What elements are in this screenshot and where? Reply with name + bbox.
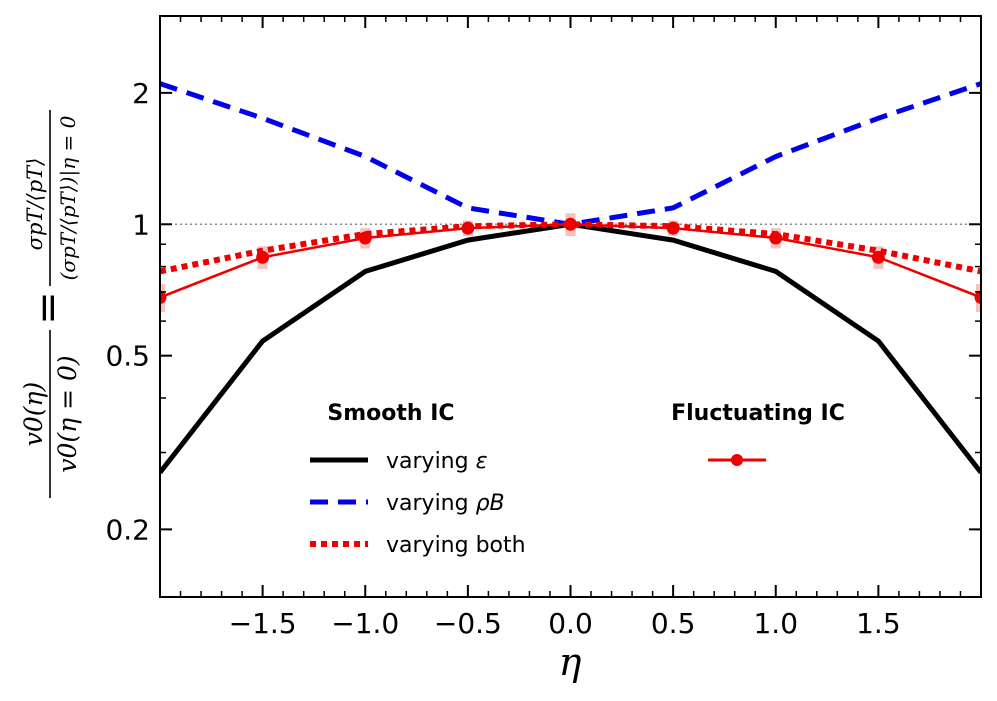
series-point-3-6 bbox=[769, 231, 783, 245]
legend-title-fluctuating: Fluctuating IC bbox=[671, 401, 845, 426]
x-tick-label-4: 0.5 bbox=[651, 607, 696, 640]
series-point-3-5 bbox=[666, 221, 680, 235]
plot-frame bbox=[159, 15, 982, 598]
x-tick-label-3: 0.0 bbox=[548, 607, 593, 640]
y-tick-label-3: 2 bbox=[132, 77, 150, 110]
x-tick-label-0: −1.5 bbox=[229, 607, 297, 640]
legend-label-varying-epsilon: varying ε bbox=[386, 449, 488, 474]
legend-marker-fluctuating bbox=[731, 454, 743, 466]
y-tick-label-2: 1 bbox=[132, 208, 150, 241]
series-point-3-8 bbox=[974, 290, 981, 304]
series-point-3-4 bbox=[564, 217, 577, 231]
ylabel-part1-denominator: v0(η = 0) bbox=[53, 355, 82, 472]
legend-title-smooth: Smooth IC bbox=[327, 401, 454, 426]
legend-label-varying-both: varying both bbox=[386, 533, 526, 558]
x-axis-label: η bbox=[559, 640, 582, 684]
y-axis-label: v0(η) v0(η = 0) = σpT/⟨pT⟩ (σpT/⟨pT⟩)|η … bbox=[19, 110, 82, 498]
legend-label-varying-rhob: varying ρB bbox=[386, 491, 505, 516]
x-tick-label-1: −1.0 bbox=[331, 607, 399, 640]
ylabel-equals: = bbox=[25, 291, 71, 325]
ticks-layer: −1.5 −1.0 −0.5 0.0 0.5 1.0 1.5 0.2 0.5 1 2 bbox=[105, 15, 981, 640]
series-point-3-2 bbox=[358, 231, 372, 245]
x-tick-label-5: 1.0 bbox=[753, 607, 798, 640]
y-tick-label-0: 0.2 bbox=[105, 513, 150, 546]
series-point-3-0 bbox=[160, 290, 167, 304]
x-tick-label-6: 1.5 bbox=[856, 607, 901, 640]
series-point-3-7 bbox=[871, 250, 885, 264]
x-tick-label-2: −0.5 bbox=[434, 607, 502, 640]
ylabel-part1-numerator: v0(η) bbox=[19, 382, 48, 447]
series-layer bbox=[160, 81, 981, 475]
series-point-3-3 bbox=[461, 221, 475, 235]
y-tick-label-1: 0.5 bbox=[105, 340, 150, 373]
ylabel-part2-denominator: (σpT/⟨pT⟩)|η = 0 bbox=[56, 115, 81, 280]
series-point-3-1 bbox=[256, 250, 270, 264]
ylabel-part2-numerator: σpT/⟨pT⟩ bbox=[23, 158, 47, 251]
legend: Smooth IC Fluctuating IC varying ε varyi… bbox=[310, 401, 845, 558]
